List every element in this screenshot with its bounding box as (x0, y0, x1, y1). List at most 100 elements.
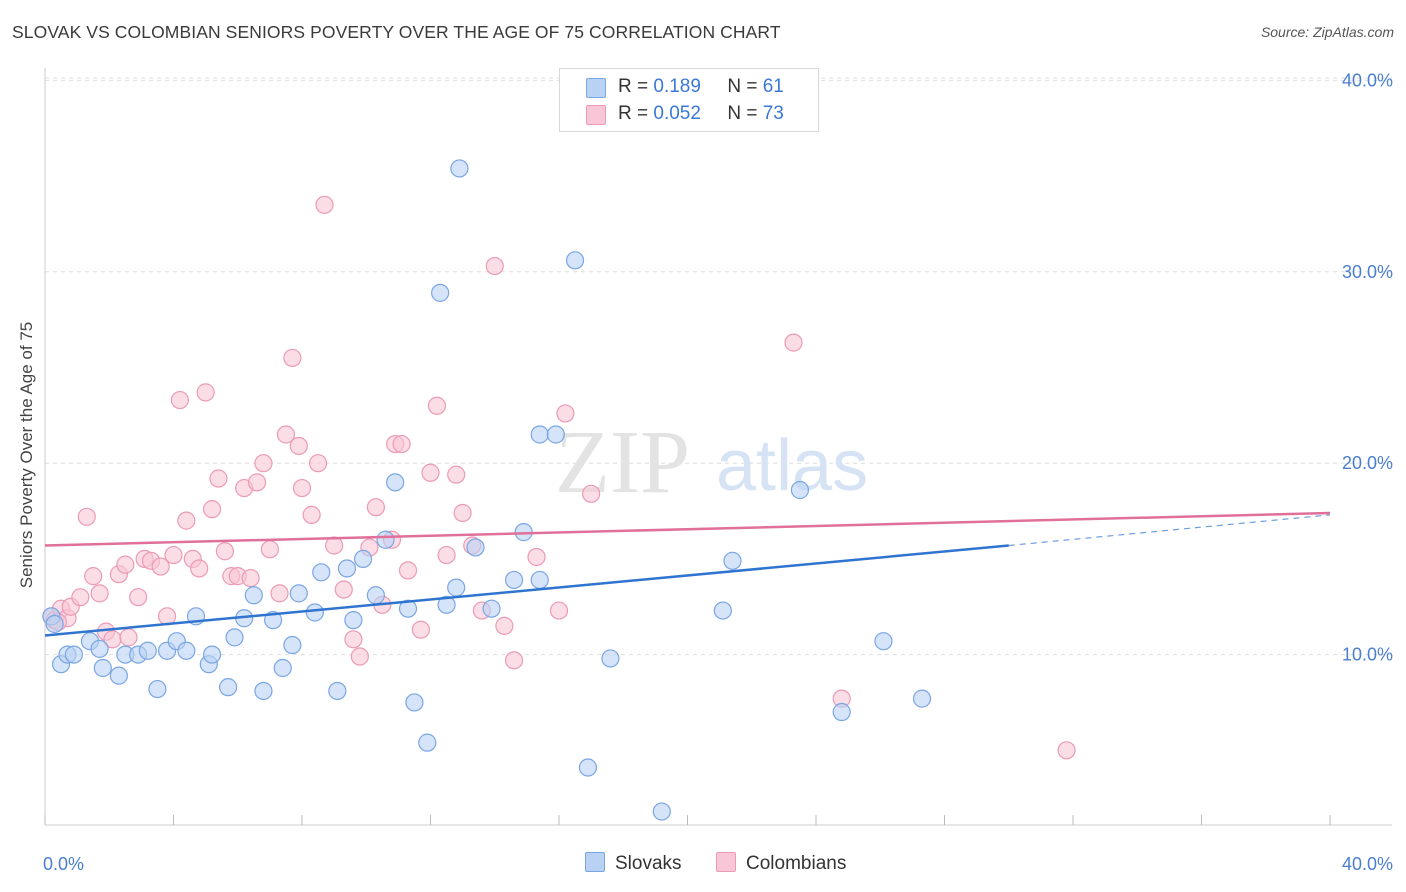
colombian-point (129, 588, 148, 607)
slovak-point (353, 549, 373, 569)
slovak-point (912, 689, 932, 708)
colombian-point (209, 469, 228, 488)
colombian-point (215, 542, 234, 561)
colombian-point (151, 557, 170, 576)
slovak-point (225, 628, 244, 647)
colombian-swatch (586, 105, 606, 125)
source-label: Source: ZipAtlas.com (1260, 24, 1394, 40)
colombian-point (77, 507, 96, 526)
colombian-point (90, 584, 109, 603)
y-axis-label: Seniors Poverty Over the Age of 75 (17, 322, 36, 588)
colombian-point (270, 584, 289, 603)
slovak-point (437, 595, 456, 614)
slovak-point (546, 425, 565, 444)
slovak-point (601, 649, 620, 668)
colombian-point (260, 540, 279, 559)
bottom-legend-slovaks: Slovaks (585, 852, 682, 875)
colombian-point (398, 561, 418, 580)
colombian-point (366, 498, 385, 517)
slovak-point (177, 641, 196, 660)
colombian-point (283, 348, 302, 368)
slovak-point (832, 702, 851, 722)
colombian-point (71, 588, 90, 607)
slovak-point (254, 681, 273, 701)
legend-r-label: R = (618, 76, 649, 97)
colombian-trend-line (44, 511, 1331, 547)
slovak-point (418, 733, 437, 752)
slovak-point (530, 570, 549, 590)
colombian-point (289, 436, 308, 456)
colombian-point (504, 651, 524, 670)
legend-n-label: N = (727, 103, 758, 124)
slovak-point (64, 645, 84, 664)
colombian-point (292, 478, 312, 498)
chart-title: SLOVAK VS COLOMBIAN SENIORS POVERTY OVER… (12, 22, 781, 42)
slovak-point (93, 658, 112, 678)
colombian-point (202, 500, 222, 519)
slovak-point (447, 578, 466, 597)
colombian-point (196, 383, 215, 402)
slovak-point (530, 425, 549, 444)
slovak-point (283, 635, 302, 655)
colombian-point (527, 547, 546, 567)
slovak-point (713, 601, 732, 620)
gridlines (45, 77, 1392, 656)
slovak-trend-extension (1008, 514, 1331, 547)
slovak-point (504, 570, 524, 590)
colombian-point (350, 647, 369, 666)
slovak-point (202, 645, 222, 664)
trend-lines (44, 511, 1331, 637)
bottom-legend-colombians-label: Colombians (746, 853, 847, 874)
colombian-point (116, 555, 135, 574)
colombian-point (241, 568, 260, 588)
slovak-point (138, 641, 157, 660)
slovak-points (42, 159, 932, 821)
slovak-point (344, 611, 363, 630)
colombian-point (84, 567, 103, 586)
colombian-point (276, 425, 296, 444)
colombian-point (1057, 741, 1076, 760)
slovak-point (337, 559, 357, 578)
y-tick-label: 30.0% (1342, 262, 1393, 282)
x-tick-label: 0.0% (43, 854, 84, 874)
slovak-point (109, 666, 128, 685)
colombian-points (42, 195, 1076, 760)
slovak-point (312, 563, 331, 582)
colombian-point (254, 454, 273, 473)
colombian-swatch (716, 852, 736, 872)
slovak-point (366, 586, 385, 605)
colombian-point (437, 545, 456, 565)
colombian-point (308, 454, 328, 473)
y-tick-label: 40.0% (1342, 70, 1393, 90)
colombian-point (119, 628, 138, 647)
slovak-point (219, 678, 238, 697)
slovak-swatch (585, 852, 605, 872)
slovak-point (723, 551, 742, 570)
colombian-point (421, 463, 440, 482)
watermark: ZIP atlas (555, 413, 868, 512)
colombian-point (344, 630, 363, 649)
colombian-point (247, 473, 267, 492)
slovak-point (790, 480, 810, 500)
colombian-point (447, 465, 466, 484)
slovak-point (45, 614, 64, 634)
colombian-point (411, 620, 430, 639)
colombian-point (170, 390, 190, 410)
slovak-point (466, 538, 485, 557)
y-tick-label: 20.0% (1342, 453, 1393, 473)
slovak-point (90, 639, 109, 658)
x-tick-label: 40.0% (1342, 854, 1393, 874)
legend-n-label: N = (727, 76, 758, 97)
legend-n-value: 73 (762, 103, 784, 124)
slovak-point (405, 693, 424, 712)
colombian-point (549, 601, 569, 620)
slovak-swatch (586, 78, 606, 98)
legend-r-value: 0.189 (653, 76, 701, 97)
colombian-point (315, 195, 334, 214)
colombian-point (556, 404, 575, 423)
colombian-point (582, 484, 601, 503)
colombian-point (190, 559, 209, 578)
colombian-point (302, 505, 321, 524)
legend-r-label: R = (618, 103, 649, 124)
